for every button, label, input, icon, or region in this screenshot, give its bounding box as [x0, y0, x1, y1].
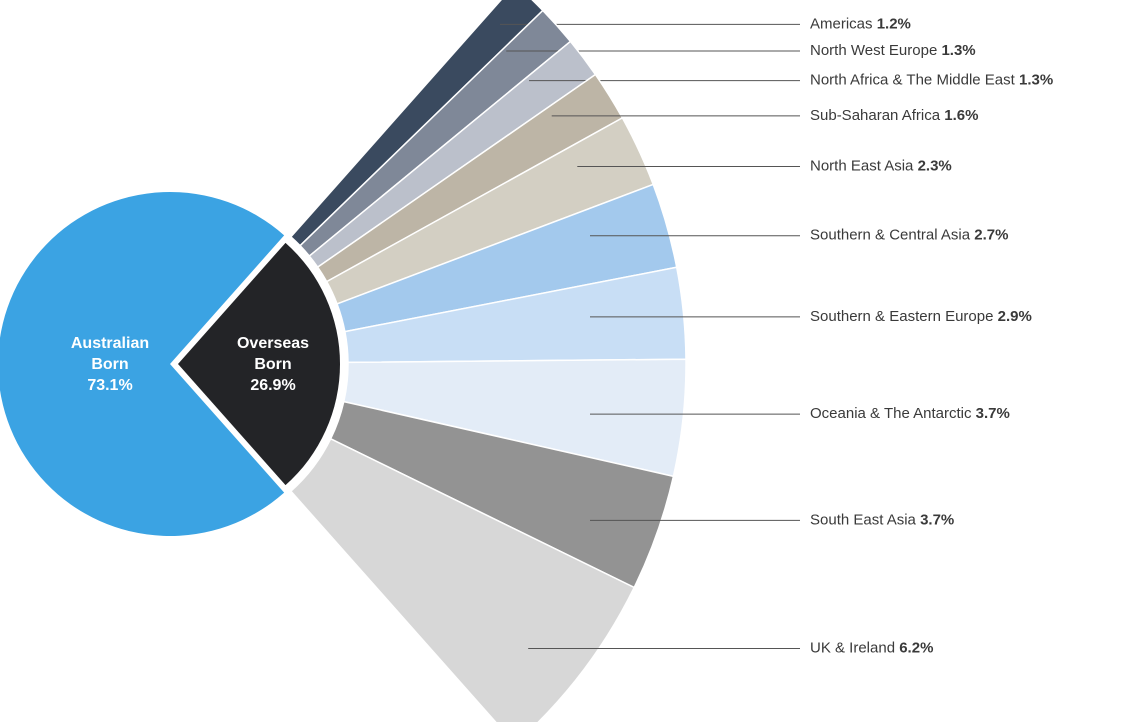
pie-slice	[178, 242, 341, 486]
category-label: North East Asia	[810, 158, 914, 175]
value-label: 1.2%	[877, 15, 911, 32]
breakdown-slice	[329, 400, 675, 589]
breakdown-label: South East Asia 3.7%	[810, 511, 954, 528]
value-label: 26.9%	[250, 377, 296, 394]
value-label: 3.7%	[920, 511, 954, 528]
category-label: Southern & Central Asia	[810, 227, 971, 244]
category-label: Australian Born	[70, 335, 150, 373]
category-label: Sub-Saharan Africa	[810, 107, 941, 124]
australian-label: Australian Born 73.1%	[60, 333, 160, 396]
category-label: Overseas Born	[236, 335, 310, 373]
overseas-label: Overseas Born 26.9%	[223, 333, 323, 396]
value-label: 6.2%	[899, 640, 933, 657]
category-label: UK & Ireland	[810, 640, 895, 657]
category-label: Americas	[810, 15, 873, 32]
breakdown-label: North East Asia 2.3%	[810, 158, 952, 175]
breakdown-label: North Africa & The Middle East 1.3%	[810, 72, 1053, 89]
category-label: South East Asia	[810, 511, 917, 528]
value-label: 1.3%	[941, 42, 975, 59]
breakdown-slice	[289, 437, 636, 722]
value-label: 2.7%	[974, 227, 1008, 244]
breakdown-slice	[342, 358, 687, 478]
pie-slice	[0, 192, 285, 536]
breakdown-label: Oceania & The Antarctic 3.7%	[810, 405, 1010, 422]
breakdown-label: North West Europe 1.3%	[810, 42, 976, 59]
category-label: Southern & Eastern Europe	[810, 308, 993, 325]
breakdown-label: Americas 1.2%	[810, 15, 911, 32]
value-label: 3.7%	[976, 405, 1010, 422]
breakdown-label: Southern & Central Asia 2.7%	[810, 227, 1008, 244]
breakdown-label: Southern & Eastern Europe 2.9%	[810, 308, 1032, 325]
breakdown-label: Sub-Saharan Africa 1.6%	[810, 107, 978, 124]
value-label: 73.1%	[87, 377, 133, 394]
category-label: North Africa & The Middle East	[810, 72, 1016, 89]
category-label: North West Europe	[810, 42, 937, 59]
value-label: 2.9%	[998, 308, 1032, 325]
value-label: 2.3%	[918, 158, 952, 175]
breakdown-label: UK & Ireland 6.2%	[810, 640, 933, 657]
category-label: Oceania & The Antarctic	[810, 405, 972, 422]
value-label: 1.3%	[1019, 72, 1053, 89]
value-label: 1.6%	[944, 107, 978, 124]
